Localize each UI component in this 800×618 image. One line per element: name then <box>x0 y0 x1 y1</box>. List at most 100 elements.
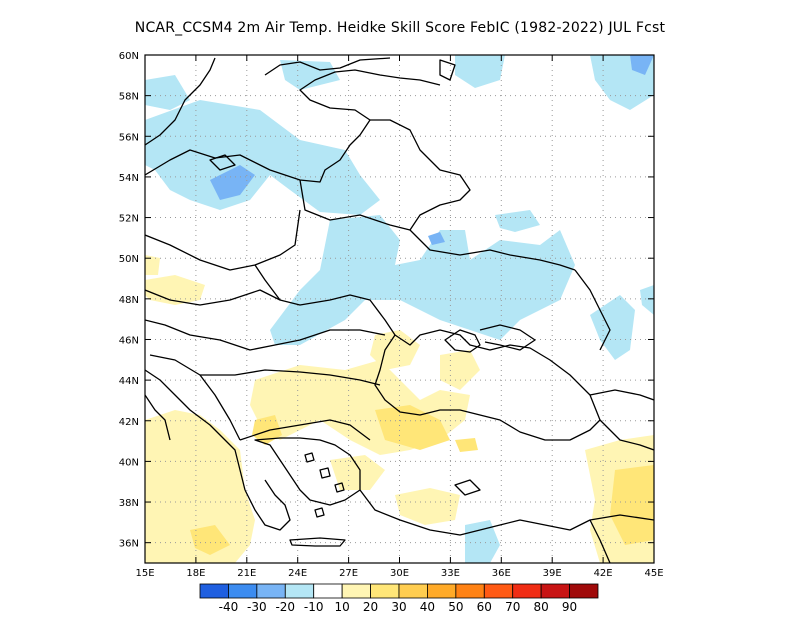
colorbar-swatch-11 <box>512 583 542 599</box>
coast-baltic <box>145 69 441 183</box>
coastlines-borders <box>145 57 654 563</box>
lon-label-18: 18E <box>186 568 205 579</box>
shade-neg-mid-ukraine <box>428 232 445 245</box>
lat-label-40: 40N <box>119 457 139 468</box>
colorbar-swatch-12 <box>540 583 570 599</box>
colorbar-label-10: 70 <box>505 600 520 614</box>
lat-label-60: 60N <box>119 51 139 62</box>
shade-pos-turkey-west <box>330 455 385 490</box>
coast-adriatic <box>145 369 246 491</box>
colorbar-label-11: 80 <box>534 600 549 614</box>
lon-label-42: 42E <box>594 568 613 579</box>
colorbar-label-6: 30 <box>391 600 406 614</box>
colorbar-swatch-3 <box>284 583 315 599</box>
colorbar-label-3: -10 <box>304 600 324 614</box>
lon-label-39: 39E <box>543 568 562 579</box>
longitude-labels: 15E 18E 21E 24E 27E 30E 33E 36E 39E 42E 45E <box>135 568 663 579</box>
lat-label-42: 42N <box>119 417 139 428</box>
shade-neg-mid-lithuania <box>210 165 255 200</box>
lat-label-36: 36N <box>119 539 139 550</box>
colorbar-label-4: 10 <box>335 600 350 614</box>
lon-label-30: 30E <box>390 568 409 579</box>
border-ukraine-west <box>254 264 396 336</box>
colorbar-swatch-13 <box>569 583 599 599</box>
lat-label-54: 54N <box>119 173 139 184</box>
shade-neg-turkey-south <box>465 520 500 563</box>
shade-pos-turkey-mid <box>395 488 460 525</box>
map-title: NCAR_CCSM4 2m Air Temp. Heidke Skill Sco… <box>134 20 666 36</box>
shade-pos-balkans <box>145 410 255 563</box>
shade-neg-east <box>640 285 654 315</box>
coast-blacksea <box>374 329 601 441</box>
shade-neg-baltic <box>145 100 380 215</box>
shade-pos-northwest <box>145 255 160 275</box>
coast-crimea <box>444 329 481 353</box>
lat-label-50: 50N <box>119 254 139 265</box>
lat-label-44: 44N <box>119 376 139 387</box>
coast-finland <box>264 57 391 76</box>
colorbar-swatch-0 <box>199 583 229 599</box>
island-gotland <box>209 154 236 171</box>
lon-label-15: 15E <box>135 568 154 579</box>
island-aegean-3 <box>334 482 345 493</box>
border-central-2 <box>145 319 386 351</box>
colorbar-swatch-1 <box>228 583 258 599</box>
colorbar-swatch-5 <box>341 583 371 599</box>
shade-neg-north-top <box>455 55 505 88</box>
border-central <box>145 289 281 306</box>
coast-italy <box>145 394 171 441</box>
colorbar <box>199 583 599 599</box>
lat-label-48: 48N <box>119 295 139 306</box>
shade-pos-mid-cyprus <box>455 438 478 452</box>
shade-neg-north-left <box>280 60 340 90</box>
border-caucasus <box>589 389 654 401</box>
latitude-labels: 60N 58N 56N 54N 52N 50N 48N 46N 44N 42N 40N 38N 36N <box>119 51 139 550</box>
colorbar-label-2: -20 <box>275 600 295 614</box>
colorbar-label-7: 40 <box>420 600 435 614</box>
island-aegean-2 <box>304 452 315 463</box>
coast-sweden <box>145 57 216 146</box>
colorbar-swatch-2 <box>256 583 286 599</box>
colorbar-swatch-6 <box>370 583 400 599</box>
shade-neg-north-ukraine <box>495 210 540 232</box>
border-balkans-2 <box>200 369 381 386</box>
border-poland <box>145 209 301 271</box>
island-aegean-1 <box>319 467 331 479</box>
colorbar-label-0: -40 <box>219 600 239 614</box>
colorbar-label-9: 60 <box>477 600 492 614</box>
border-turkey-east <box>599 419 654 451</box>
lon-label-36: 36E <box>492 568 511 579</box>
lat-label-38: 38N <box>119 498 139 509</box>
colorbar-label-12: 90 <box>562 600 577 614</box>
border-balkans-1 <box>149 354 241 441</box>
shade-pos-west <box>145 275 205 305</box>
lon-label-21: 21E <box>237 568 256 579</box>
lake-ladoga <box>439 59 456 81</box>
island-crete <box>289 537 346 547</box>
colorbar-labels: -40 -30 -20 -10 10 20 30 40 50 60 70 80 90 <box>219 600 578 614</box>
colorbar-swatch-10 <box>483 583 514 599</box>
coast-aegean <box>254 437 361 506</box>
lat-label-46: 46N <box>119 335 139 346</box>
shade-pos-mid-blacksea <box>375 405 450 450</box>
colorbar-swatch-9 <box>455 583 485 599</box>
coast-azov <box>479 324 536 351</box>
coast-greece <box>244 479 291 531</box>
shade-pos-mid-greece <box>252 415 282 445</box>
lon-label-24: 24E <box>288 568 307 579</box>
island-cyprus <box>454 479 481 496</box>
lat-label-52: 52N <box>119 214 139 225</box>
lat-label-58: 58N <box>119 92 139 103</box>
border-north-2 <box>409 229 576 271</box>
border-balkans-3 <box>239 419 371 441</box>
shade-pos-mid-balkans <box>190 525 230 555</box>
border-north-1 <box>299 119 471 231</box>
lon-label-33: 33E <box>441 568 460 579</box>
shade-neg-mid-north <box>630 55 654 75</box>
border-east-1 <box>574 269 611 351</box>
shade-neg-ukraine <box>270 215 575 345</box>
colorbar-label-5: 20 <box>363 600 378 614</box>
colorbar-label-8: 50 <box>448 600 463 614</box>
lat-label-56: 56N <box>119 132 139 143</box>
lon-label-27: 27E <box>339 568 358 579</box>
